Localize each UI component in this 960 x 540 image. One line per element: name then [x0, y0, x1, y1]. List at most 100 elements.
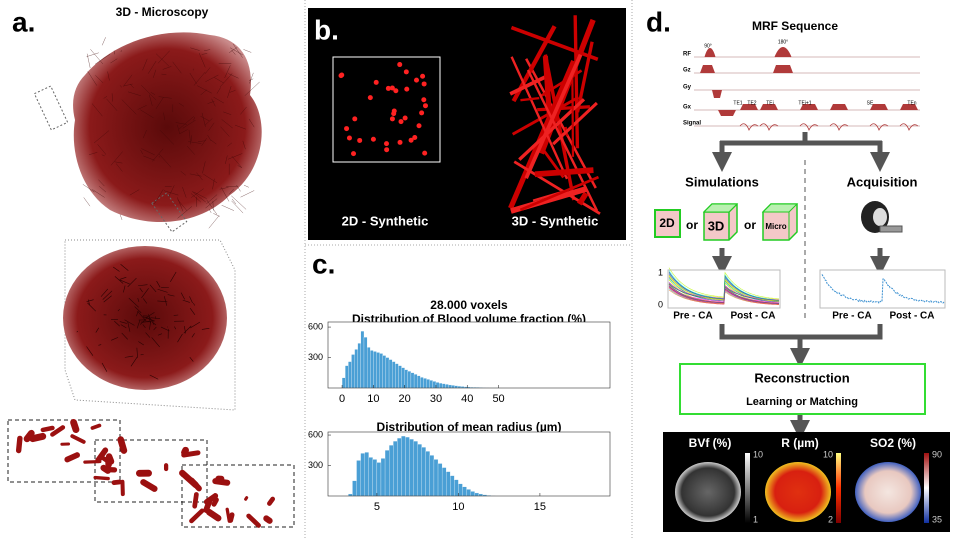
vessel — [193, 71, 206, 86]
vessel-segment — [179, 469, 199, 489]
vessel — [127, 277, 137, 288]
histogram-bar — [420, 377, 424, 389]
vessel-section — [422, 103, 428, 109]
vessel — [196, 172, 203, 181]
vessel-segment — [93, 475, 110, 481]
vessel-rod — [520, 96, 540, 102]
vessel-section — [383, 141, 389, 147]
vessel — [193, 303, 195, 306]
crop-box — [7, 419, 121, 483]
plot-frame — [327, 431, 611, 497]
histogram-bar — [409, 438, 414, 497]
vessel — [149, 320, 152, 330]
vessel — [86, 299, 94, 302]
vessel — [86, 346, 94, 356]
vessel — [190, 47, 200, 51]
histogram-bar — [366, 347, 371, 389]
vessel — [229, 47, 243, 56]
sequence-annotation: TEn — [907, 100, 916, 106]
vessel-rod — [534, 167, 594, 178]
x-tick-label: 20 — [399, 393, 411, 405]
option-sep: or — [686, 218, 698, 232]
histogram-bar — [376, 462, 382, 497]
vessel — [128, 297, 139, 308]
vessel-section — [385, 85, 391, 91]
vessel — [198, 52, 206, 68]
vessel-section — [421, 97, 427, 103]
histogram-bar — [389, 445, 394, 497]
vessel-segment — [263, 515, 273, 524]
vessel — [149, 284, 157, 293]
vessel-rod — [510, 56, 569, 180]
vessel — [147, 60, 157, 74]
vessel — [187, 145, 196, 155]
caption: 3D - Synthetic — [512, 213, 599, 228]
vessel-segment — [90, 423, 102, 430]
histogram-bar — [417, 444, 422, 497]
vessel-segment — [246, 513, 261, 528]
vessel — [90, 49, 104, 65]
row-label: Signal — [683, 121, 701, 127]
histogram-bar — [441, 467, 447, 497]
map-so2 — [855, 462, 921, 522]
vessel-section — [397, 139, 403, 145]
vessel-section — [346, 135, 352, 141]
vessel — [224, 65, 231, 79]
vessel — [140, 317, 148, 325]
vessel — [100, 288, 109, 297]
vessel-rod — [571, 77, 575, 157]
histogram-bar — [341, 377, 346, 389]
vessel-segment — [228, 512, 235, 523]
vessel — [119, 321, 127, 324]
vessel — [92, 189, 105, 198]
vessel — [208, 122, 215, 131]
vessel-section — [389, 116, 395, 122]
vessel-segment — [23, 429, 35, 443]
vessel — [140, 149, 144, 155]
vessel — [137, 105, 147, 110]
vessel-section — [367, 95, 373, 101]
vessel — [210, 139, 217, 145]
vessel — [167, 294, 175, 297]
vessel — [182, 119, 196, 129]
vessel — [157, 333, 163, 336]
vessel-segment — [83, 459, 102, 464]
vessel — [114, 320, 120, 327]
vessel — [191, 191, 207, 203]
vessel-section — [384, 147, 390, 153]
vessel-rod — [552, 101, 598, 146]
panel-label: c. — [312, 248, 335, 279]
vessel — [142, 324, 146, 329]
vessel — [91, 103, 103, 117]
y-tick-label: 600 — [308, 321, 323, 331]
vessel-segment — [267, 496, 276, 506]
histogram-bar — [392, 361, 396, 389]
vessel — [191, 188, 204, 198]
vessel — [177, 333, 183, 343]
vessel — [178, 102, 185, 107]
crop-box — [33, 85, 69, 131]
vessel — [223, 111, 232, 115]
histogram-bar — [395, 363, 399, 389]
vessel — [220, 187, 230, 202]
vessel — [179, 129, 188, 134]
vessel — [182, 299, 190, 303]
vessel-rod — [511, 95, 580, 136]
x-tick-label: 0 — [339, 393, 345, 405]
vessel — [170, 271, 177, 282]
vessel — [178, 116, 194, 130]
histogram-bar — [448, 384, 452, 389]
vessel-section — [370, 136, 376, 142]
vessel — [248, 78, 254, 82]
vessel — [204, 49, 211, 52]
vessel-segment — [50, 425, 66, 437]
histogram-bar — [376, 352, 380, 389]
histogram-bar — [370, 350, 374, 389]
vessel — [88, 299, 90, 306]
vessel — [204, 67, 211, 75]
histogram-bar — [363, 337, 368, 389]
vessel — [221, 204, 235, 211]
gx — [830, 104, 848, 110]
y-tick-label: 300 — [308, 460, 323, 470]
map-r — [765, 462, 831, 522]
